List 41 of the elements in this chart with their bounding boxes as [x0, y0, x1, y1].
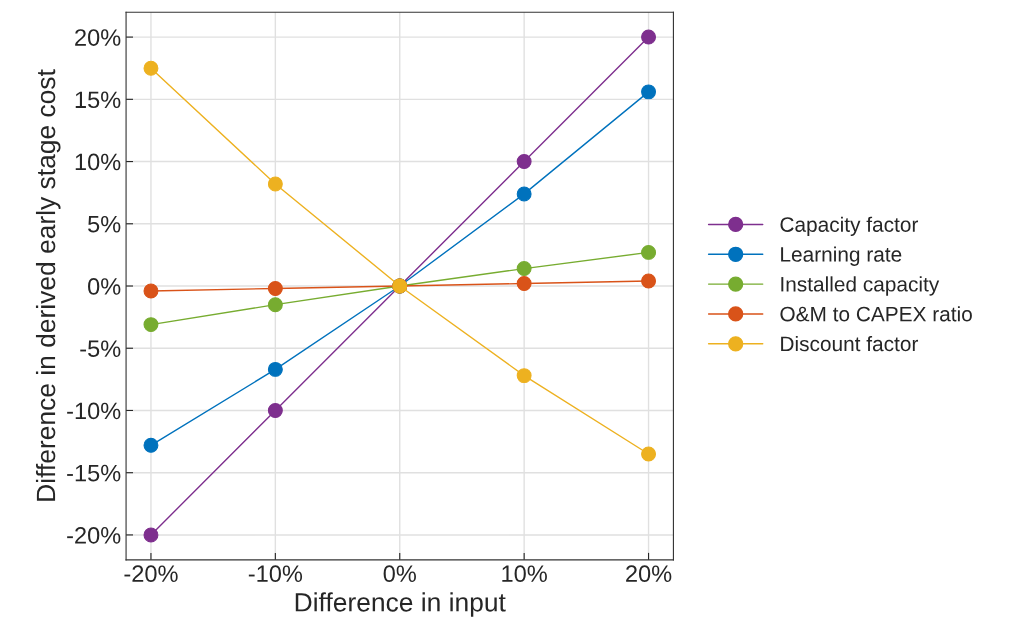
point — [143, 283, 159, 299]
point — [641, 446, 657, 462]
point — [641, 29, 657, 45]
point — [143, 437, 159, 453]
y-tick-label: 5% — [88, 215, 121, 233]
point — [143, 60, 159, 76]
y-tick-label: -20% — [67, 527, 121, 544]
point — [143, 527, 159, 543]
y-tick-label: 10% — [75, 153, 121, 171]
y-tick-label: -5% — [80, 340, 121, 358]
x-tick-label: 10% — [502, 565, 547, 583]
y-tick-label: 20% — [75, 29, 121, 46]
point — [641, 84, 657, 100]
point — [516, 276, 532, 291]
legend-label: Capacity factor — [780, 216, 919, 237]
x-tick-label: -20% — [124, 565, 178, 583]
legend-label: Discount factor — [781, 335, 919, 352]
y-tick-label: -10% — [67, 402, 121, 420]
point — [516, 186, 532, 202]
x-tick-label: 0% — [383, 565, 416, 583]
y-axis-title: Difference in derived early stage cost — [35, 69, 61, 501]
x-axis-title: Difference in input — [295, 592, 506, 617]
point — [516, 261, 532, 277]
point — [516, 154, 532, 170]
point — [267, 297, 283, 313]
x-tick-label: -10% — [248, 565, 303, 583]
point — [641, 273, 657, 289]
point — [267, 403, 283, 418]
point — [516, 368, 532, 384]
point — [143, 317, 159, 333]
y-tick-label: 0% — [88, 278, 121, 295]
y-tick-label: -15% — [67, 464, 121, 482]
point — [267, 361, 283, 377]
legend-label: O&M to CAPEX ratio — [780, 306, 972, 322]
y-tick-label: 15% — [75, 91, 121, 109]
point — [267, 281, 283, 296]
legend-label: Learning rate — [781, 246, 902, 266]
point — [641, 244, 657, 260]
point — [267, 176, 283, 192]
x-tick-label: 20% — [626, 565, 672, 583]
legend-label: Installed capacity — [781, 276, 940, 296]
